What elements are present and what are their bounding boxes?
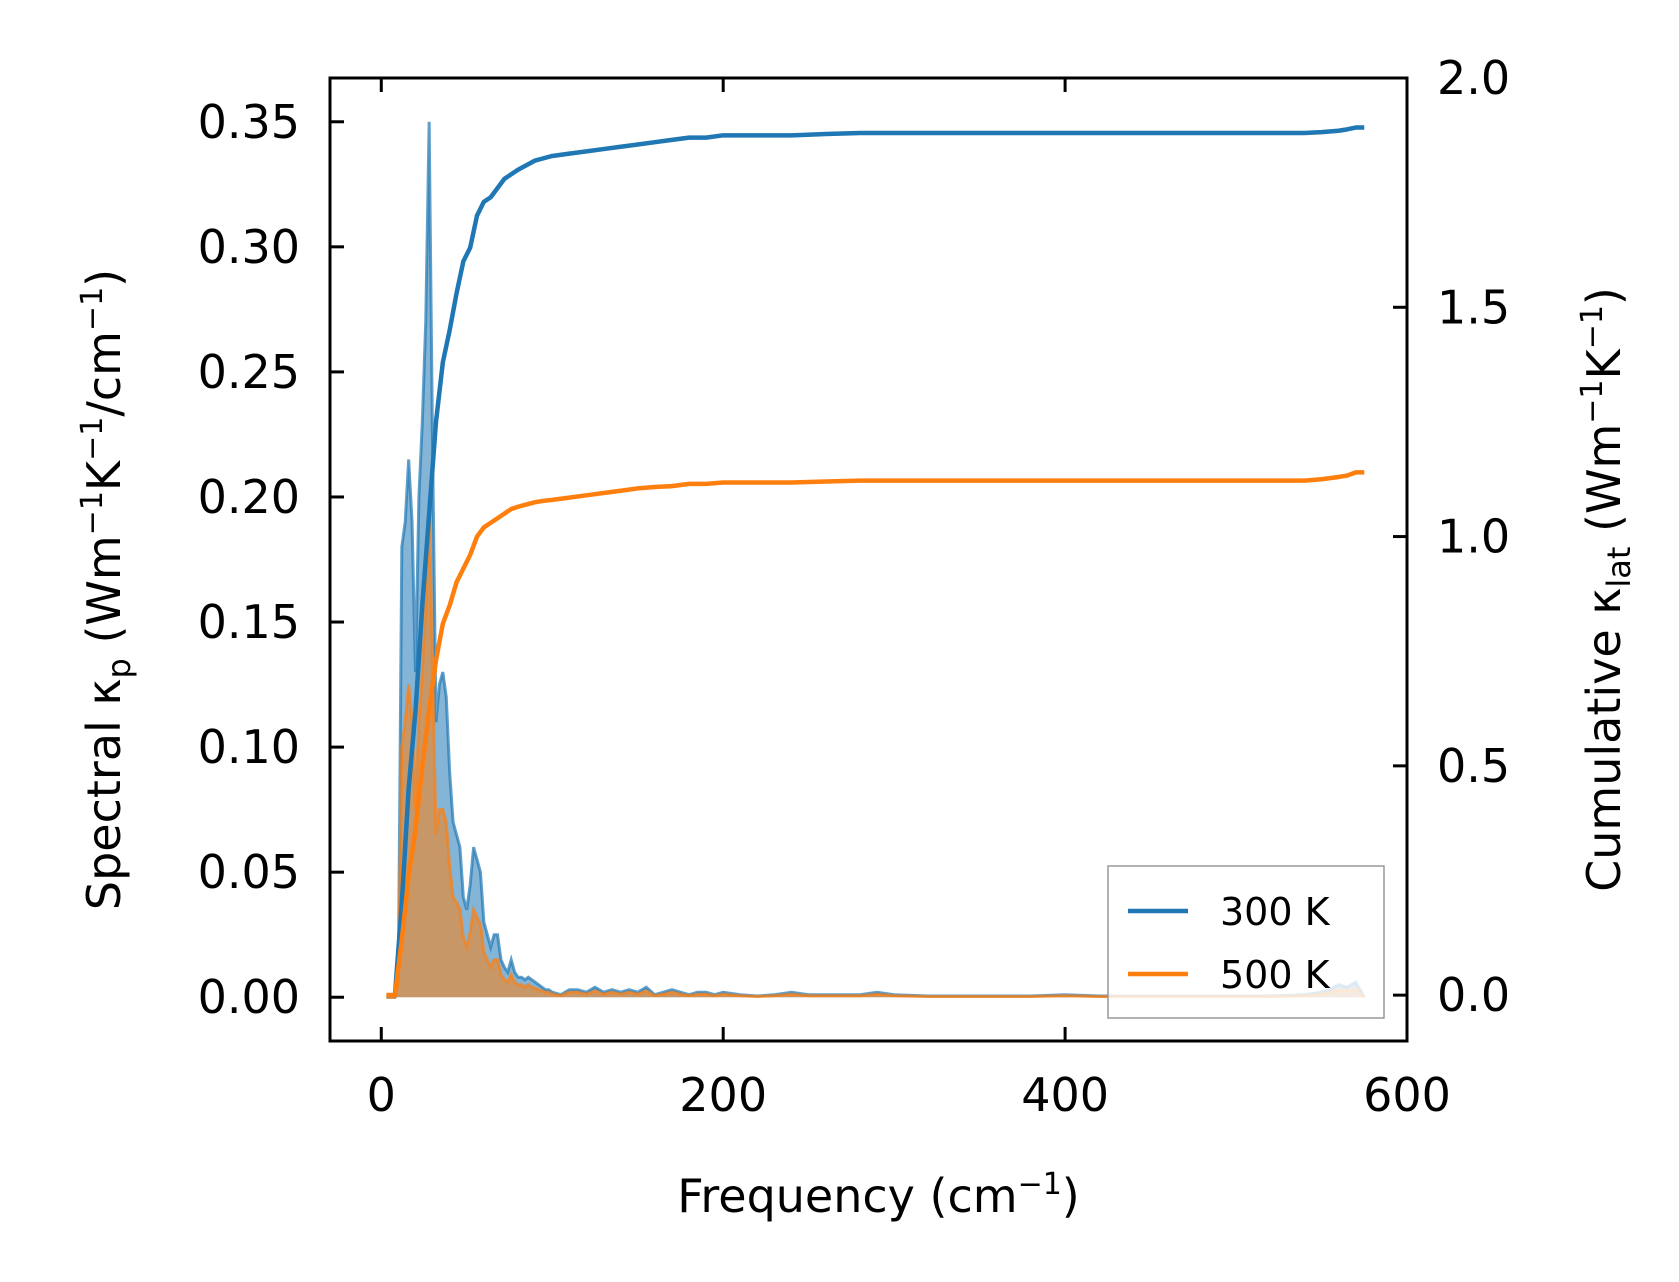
x-tick-label: 0 <box>367 1068 396 1122</box>
plot-frame <box>328 76 1409 1043</box>
y-right-tick-label: 2.0 <box>1437 51 1510 105</box>
y-left-tick-label: 0.25 <box>198 345 300 399</box>
cumulative-line-300k <box>386 125 1365 998</box>
series-lines <box>386 125 1365 998</box>
x-tick-label: 400 <box>1021 1068 1109 1122</box>
axis-ticks: 0 200 400 600 0.00 0.05 0.10 0.15 0.20 0.25 0.30 0.… <box>198 51 1511 1122</box>
x-tick-label: 600 <box>1363 1068 1451 1122</box>
legend: 300 K 500 K <box>1107 865 1385 1019</box>
legend-label-500k: 500 K <box>1220 953 1331 997</box>
y-left-tick-label: 0.20 <box>198 470 300 524</box>
x-tick-label: 200 <box>679 1068 767 1122</box>
y-left-tick-label: 0.15 <box>198 595 300 649</box>
y-right-tick-label: 0.5 <box>1437 739 1510 793</box>
spectral-fills <box>386 121 1366 999</box>
spectral-line-500k <box>386 496 1366 999</box>
y-left-tick-label: 0.00 <box>198 970 300 1024</box>
y-left-tick-label: 0.30 <box>198 220 300 274</box>
right-y-axis-label: Cumulative κlat (Wm−1K−1) <box>1575 287 1638 892</box>
y-right-tick-label: 1.5 <box>1437 280 1510 334</box>
y-left-tick-label: 0.10 <box>198 720 300 774</box>
y-right-tick-label: 0.0 <box>1437 968 1510 1022</box>
cumulative-line-500k <box>386 470 1365 998</box>
legend-box <box>1107 865 1385 1019</box>
y-right-tick-label: 1.0 <box>1437 510 1510 564</box>
left-y-axis-label: Spectral κp (Wm−1K−1/cm−1) <box>75 269 138 910</box>
y-left-tick-label: 0.35 <box>198 95 300 149</box>
y-left-tick-label: 0.05 <box>198 845 300 899</box>
x-axis-label: Frequency (cm−1) <box>677 1167 1080 1223</box>
legend-label-300k: 300 K <box>1220 890 1331 934</box>
